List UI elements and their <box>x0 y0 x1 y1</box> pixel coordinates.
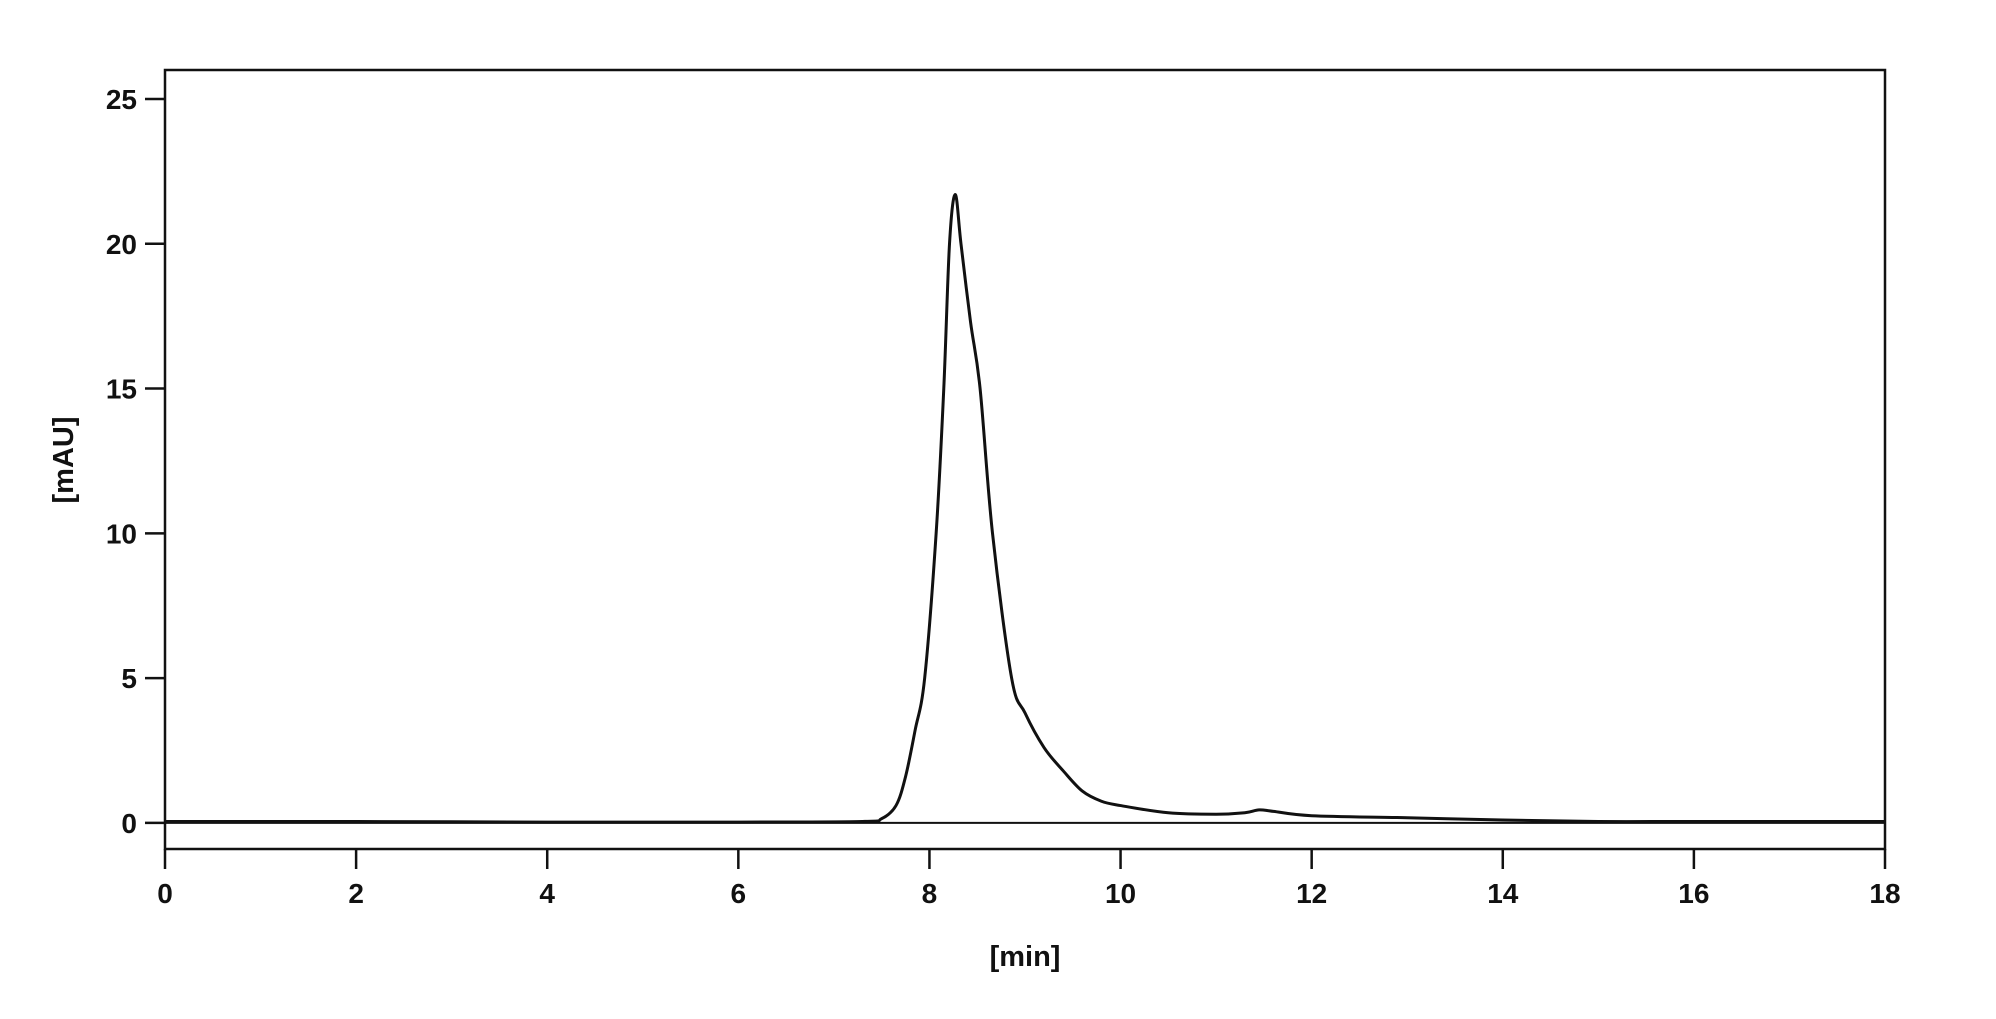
y-tick-label: 0 <box>121 808 137 839</box>
y-tick-label: 10 <box>106 518 137 549</box>
x-tick-label: 18 <box>1869 878 1900 909</box>
x-tick-label: 12 <box>1296 878 1327 909</box>
y-axis-label: [mAU] <box>48 417 80 504</box>
x-tick-label: 2 <box>348 878 364 909</box>
y-tick-label: 25 <box>106 84 137 115</box>
x-tick-label: 10 <box>1105 878 1136 909</box>
series-line <box>164 193 1885 824</box>
y-tick-label: 15 <box>106 374 137 405</box>
plot-frame <box>163 68 1887 851</box>
x-tick-label: 16 <box>1678 878 1709 909</box>
x-tick-label: 14 <box>1487 878 1519 909</box>
x-tick-label: 4 <box>539 878 555 909</box>
y-tick-label: 5 <box>121 663 137 694</box>
y-tick-label: 20 <box>106 229 137 260</box>
x-tick-label: 8 <box>922 878 938 909</box>
x-tick-label: 6 <box>731 878 747 909</box>
x-axis-label: [min] <box>990 941 1061 973</box>
x-tick-label: 0 <box>157 878 173 909</box>
